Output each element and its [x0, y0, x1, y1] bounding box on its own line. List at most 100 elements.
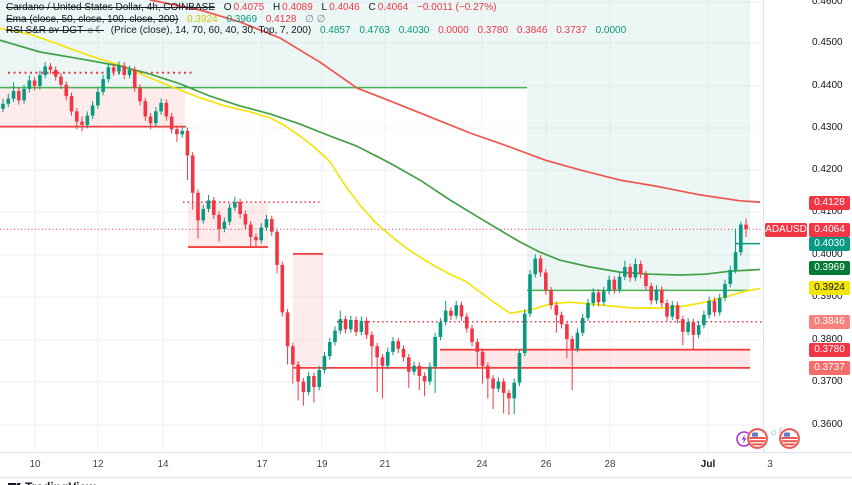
rsi-sr-value-5: 0.3780 — [477, 25, 509, 36]
candle-body — [27, 80, 32, 89]
candle-body — [586, 303, 590, 318]
candle-body — [723, 283, 727, 298]
rsi-sr-value-6: 0.3846 — [516, 25, 548, 36]
support-band — [440, 349, 750, 368]
time-axis-label: 19 — [316, 459, 328, 470]
footer: TradingView — [0, 477, 852, 485]
candle-body — [644, 274, 648, 287]
candle-body — [243, 213, 248, 225]
candle-body — [80, 121, 84, 125]
candle-body — [712, 300, 717, 313]
rsi-sr-value-8: 0.0000 — [595, 25, 627, 36]
price-axis-label: 0.4000 — [812, 249, 843, 260]
candle-body — [280, 264, 285, 313]
price-axis-label: 0.3600 — [812, 419, 843, 430]
candle-body — [69, 96, 74, 112]
time-scale[interactable]: 10 12 14 17 19 21 24 26 28 Jul 3 — [0, 452, 852, 478]
supply-zone-c — [293, 253, 323, 368]
candle-body — [681, 319, 685, 332]
candle-body — [143, 101, 148, 117]
candle-body — [459, 305, 464, 317]
candle-body — [654, 289, 659, 301]
ema50-value: 0.3924 — [187, 13, 218, 25]
candle-body — [717, 297, 722, 313]
candle-body — [169, 116, 174, 130]
candle-body — [327, 342, 332, 357]
candle-body — [517, 353, 522, 383]
sr-level-lines — [0, 71, 763, 369]
price-chart[interactable] — [0, 0, 763, 452]
candle-body — [317, 370, 321, 387]
price-tag-0.3969: 0.3969 — [809, 261, 850, 275]
candle-body — [343, 319, 348, 330]
candle-body — [591, 292, 596, 304]
candle-body — [285, 312, 290, 347]
candle-body — [544, 272, 548, 291]
ema-200-line — [149, 0, 761, 203]
candle-body — [464, 316, 469, 329]
rsi-sr-value-3: 0.4030 — [398, 25, 430, 36]
ema100-value: 0.3969 — [226, 13, 258, 25]
candle-body — [480, 351, 485, 366]
candle-body — [638, 264, 643, 275]
candle-body — [617, 276, 622, 290]
candle-body — [6, 98, 11, 104]
candle-body — [312, 375, 316, 387]
rsi-sr-indicator-title[interactable]: RSI S&R ʙʏ DGT ☼☾ — [6, 25, 104, 36]
legend-ema-row[interactable]: Ema (close, 50, close, 100, close, 200) … — [6, 14, 626, 26]
candle-body — [670, 305, 675, 317]
candle-body — [559, 314, 564, 325]
price-scale[interactable]: 0.4600 0.4500 0.4400 0.4300 0.4200 0.4100 0.40… — [763, 0, 852, 452]
candle-body — [628, 266, 632, 278]
lightning-badge-icon[interactable] — [736, 431, 752, 447]
ema-empty-values: ∅ ∅ — [305, 13, 326, 25]
rsi-sr-params: (Price (close), 14, 70, 60, 40, 30, Top,… — [110, 25, 312, 36]
candle-body — [422, 375, 427, 382]
legend-rsi-sr-row[interactable]: RSI S&R ʙʏ DGT ☼☾ (Price (close), 14, 70… — [6, 25, 626, 37]
legend-symbol-row[interactable]: Cardano / United States Dollar, 4h, COIN… — [6, 2, 626, 14]
indicator-badges: ☼☾ — [736, 426, 816, 454]
candle-body — [486, 365, 490, 379]
candle-body — [412, 365, 416, 372]
candle-body — [380, 357, 385, 366]
candle-body — [53, 69, 58, 77]
ema-indicator-title[interactable]: Ema (close, 50, close, 100, close, 200) — [6, 13, 179, 25]
candle-body — [623, 266, 627, 277]
dgt-flag-badge-icon[interactable] — [747, 428, 768, 449]
candle-body — [306, 375, 311, 393]
price-axis-label: 0.4500 — [812, 37, 843, 48]
candle-body — [549, 290, 553, 306]
candle-body — [111, 67, 116, 72]
candle-body — [269, 219, 274, 232]
candle-body — [675, 305, 680, 320]
legend: Cardano / United States Dollar, 4h, COIN… — [6, 2, 626, 37]
candle-body — [11, 91, 16, 99]
candle-body — [496, 381, 501, 389]
ohlc-open: O 0.4075 — [223, 2, 265, 13]
candle-body — [686, 322, 690, 332]
candle-body — [438, 322, 443, 337]
price-axis-label: 0.4100 — [812, 206, 843, 217]
candle-body — [196, 192, 200, 221]
price-tag-0.4128: 0.4128 — [809, 196, 850, 210]
candle-body — [596, 292, 601, 303]
candle-body — [522, 313, 527, 354]
candle-body — [43, 66, 47, 75]
candle-body — [349, 319, 353, 330]
candle-body — [32, 80, 37, 86]
price-tag-0.3924: 0.3924 — [809, 281, 850, 295]
candle-body — [74, 111, 79, 122]
candle-body — [454, 305, 459, 316]
candle-body — [375, 346, 379, 358]
symbol-title[interactable]: Cardano / United States Dollar, 4h, COIN… — [6, 2, 215, 13]
candle-body — [512, 382, 516, 399]
candle-body — [38, 74, 42, 86]
symbol-price-tag: ADAUSD — [765, 223, 807, 237]
candle-body — [443, 310, 448, 323]
candle-body — [533, 258, 538, 275]
tradingview-logo[interactable]: TradingView — [8, 480, 95, 485]
dgt-flag-badge-icon-2[interactable] — [779, 428, 800, 449]
candle-body — [233, 202, 237, 208]
candle-body — [354, 319, 358, 332]
